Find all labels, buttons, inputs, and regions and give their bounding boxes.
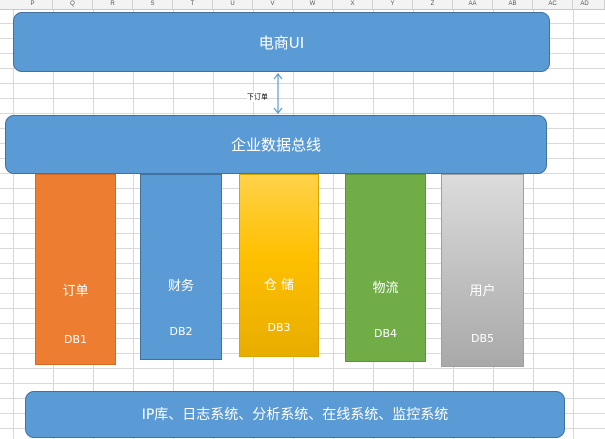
db-orders-label: 订单 <box>62 284 89 299</box>
column-header[interactable]: Y <box>373 0 413 9</box>
column-header[interactable]: V <box>253 0 293 9</box>
column-header[interactable]: P <box>13 0 53 9</box>
column-header[interactable]: Q <box>53 0 93 9</box>
column-header[interactable]: S <box>133 0 173 9</box>
double-arrow-connector[interactable] <box>270 72 286 115</box>
column-header[interactable]: AD <box>565 0 605 9</box>
db-warehouse-shape[interactable]: 仓 储 DB3 <box>239 174 319 357</box>
db-users-label: 用户 <box>469 284 496 299</box>
db-orders-shape[interactable]: 订单 DB1 <box>35 174 116 365</box>
db-logistics-label: 物流 <box>372 281 399 296</box>
column-header[interactable]: W <box>293 0 333 9</box>
support-systems-label: IP库、日志系统、分析系统、在线系统、监控系统 <box>141 407 449 423</box>
column-header[interactable]: T <box>173 0 213 9</box>
db-finance-shape[interactable]: 财务 DB2 <box>140 174 222 360</box>
db-logistics-id: DB4 <box>373 327 397 340</box>
db-warehouse-id: DB3 <box>267 321 291 334</box>
enterprise-data-bus-shape[interactable]: 企业数据总线 <box>5 115 547 174</box>
db-users-shape[interactable]: 用户 DB5 <box>441 174 524 367</box>
ecommerce-ui-label: 电商UI <box>258 34 305 52</box>
column-header[interactable]: U <box>213 0 253 9</box>
ecommerce-ui-shape[interactable]: 电商UI <box>13 12 550 72</box>
enterprise-data-bus-label: 企业数据总线 <box>230 136 321 154</box>
column-header[interactable]: X <box>333 0 373 9</box>
db-orders-id: DB1 <box>63 333 87 346</box>
column-header[interactable]: R <box>93 0 133 9</box>
column-header[interactable]: Z <box>413 0 453 9</box>
column-header-row: P Q R S T U V W X Y Z AA AB AC AD <box>0 0 605 10</box>
db-finance-id: DB2 <box>169 325 193 338</box>
db-warehouse-label: 仓 储 <box>263 278 295 293</box>
column-header[interactable]: AA <box>453 0 493 9</box>
column-header[interactable]: AB <box>493 0 533 9</box>
db-finance-label: 财务 <box>167 279 194 294</box>
connector-label: 下订单 <box>247 92 268 102</box>
db-logistics-shape[interactable]: 物流 DB4 <box>345 174 426 362</box>
db-users-id: DB5 <box>470 332 494 345</box>
column-header[interactable]: AC <box>533 0 573 9</box>
support-systems-shape[interactable]: IP库、日志系统、分析系统、在线系统、监控系统 <box>25 391 565 438</box>
